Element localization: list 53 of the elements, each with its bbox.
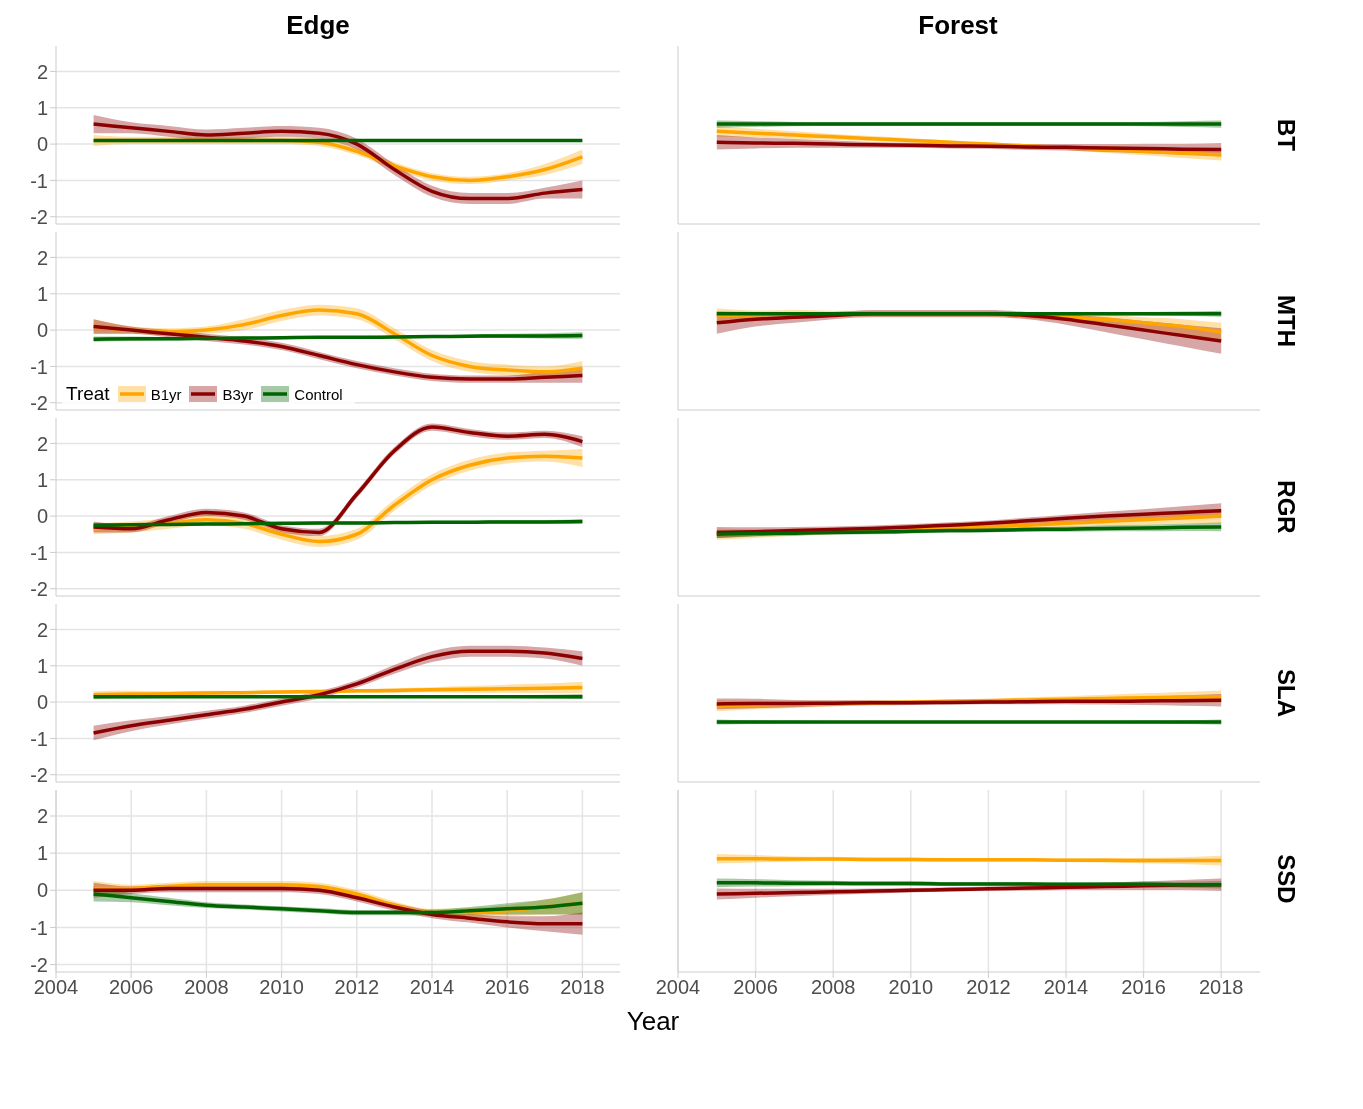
y-tick-label: 2 <box>36 618 48 641</box>
x-tick-label: 2006 <box>108 976 154 999</box>
x-tick-label: 2018 <box>1198 976 1244 999</box>
legend-label: Control <box>294 385 343 403</box>
y-tick-label: 2 <box>36 432 48 455</box>
legend-label: B1yr <box>150 385 182 403</box>
y-tick-label: -1 <box>30 355 48 378</box>
legend-label: B3yr <box>222 385 254 403</box>
y-tick-label: -2 <box>30 577 48 600</box>
y-tick-label: 0 <box>36 691 48 714</box>
y-tick-label: 1 <box>36 654 48 677</box>
y-tick-label: 0 <box>36 133 48 156</box>
y2-axis-title: SSD <box>1272 854 1301 904</box>
x-tick-label: 2004 <box>33 976 79 999</box>
y-tick-label: -2 <box>30 953 48 976</box>
y2-axis-title: SLA <box>1272 669 1300 717</box>
y-tick-label: 2 <box>36 805 48 828</box>
y-tick-label: -2 <box>30 391 48 414</box>
y-tick-label: 1 <box>36 96 48 119</box>
y-tick-label: 1 <box>36 842 48 865</box>
y-tick-label: 1 <box>36 282 48 305</box>
y-tick-label: -1 <box>30 916 48 939</box>
y2-axis-title: RGR <box>1272 480 1300 534</box>
y-tick-label: 1 <box>36 468 48 491</box>
x-tick-label: 2006 <box>733 976 778 999</box>
x-tick-label: 2016 <box>484 976 530 999</box>
x-tick-label: 2014 <box>1043 976 1089 999</box>
x-tick-label: 2010 <box>888 976 934 999</box>
x-tick-label: 2012 <box>334 976 380 999</box>
y-tick-label: 2 <box>36 60 48 83</box>
chart-title: Forest <box>917 9 999 42</box>
x-tick-label: 2016 <box>1121 976 1166 999</box>
y-tick-label: -1 <box>30 541 48 564</box>
x-tick-label: 2014 <box>409 976 455 999</box>
chart-title: Edge <box>285 9 351 42</box>
y-tick-label: -1 <box>30 727 48 750</box>
x-tick-label: 2008 <box>810 976 856 999</box>
y2-axis-title: BT <box>1272 119 1300 151</box>
y-tick-label: 0 <box>36 879 48 902</box>
x-axis-title: Year <box>625 1006 681 1037</box>
x-tick-label: 2004 <box>655 976 701 999</box>
y2-axis-title: MTH <box>1272 295 1301 347</box>
x-tick-label: 2008 <box>184 976 229 999</box>
x-tick-label: 2010 <box>259 976 304 999</box>
y-tick-label: 0 <box>36 505 48 528</box>
y-tick-label: -1 <box>30 169 48 192</box>
y-tick-label: -2 <box>30 205 48 228</box>
legend-title: Treat <box>66 383 110 405</box>
y-tick-label: 0 <box>36 319 48 342</box>
y-tick-label: 2 <box>36 246 48 269</box>
y-tick-label: -2 <box>30 763 48 786</box>
x-tick-label: 2012 <box>966 976 1011 999</box>
x-tick-label: 2018 <box>560 976 605 999</box>
